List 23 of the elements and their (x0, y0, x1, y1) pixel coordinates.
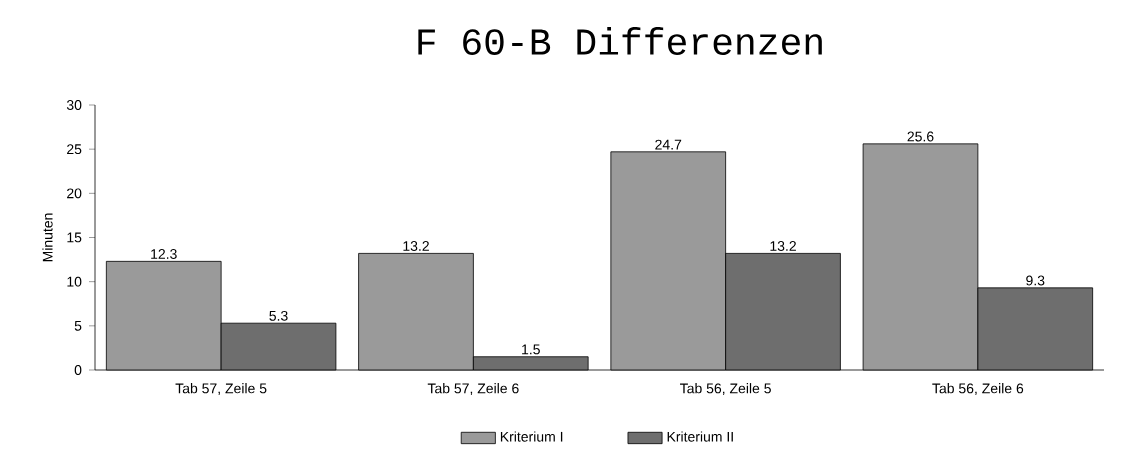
data-label: 9.3 (1026, 275, 1045, 286)
data-label: 12.3 (151, 249, 177, 259)
y-axis-title: Minuten (42, 213, 53, 262)
y-tick-label: 20 (67, 188, 82, 199)
y-tick-label: 25 (67, 144, 82, 155)
x-tick-label: Tab 56, Zeile 5 (680, 383, 771, 395)
data-label: 24.7 (655, 139, 682, 150)
x-tick-label: Tab 57, Zeile 6 (427, 383, 519, 395)
legend-label: Kriterium II (667, 431, 733, 442)
x-tick-label: Tab 57, Zeile 5 (175, 383, 267, 395)
data-label: 25.6 (907, 131, 934, 142)
y-tick-label: 0 (74, 365, 82, 375)
y-tick-label: 30 (66, 100, 82, 110)
data-label: 5.3 (269, 310, 288, 321)
legend-label: Kriterium I (500, 431, 563, 442)
data-label: 13.2 (770, 241, 796, 251)
data-label: 13.2 (403, 241, 429, 251)
x-tick-label: Tab 56, Zeile 6 (932, 383, 1024, 395)
data-label: 1.5 (522, 344, 540, 355)
y-tick-label: 15 (67, 232, 82, 243)
y-tick-label: 10 (67, 276, 82, 287)
chart-title: F 60-B Differenzen (418, 27, 822, 55)
y-tick-label: 5 (74, 320, 82, 331)
